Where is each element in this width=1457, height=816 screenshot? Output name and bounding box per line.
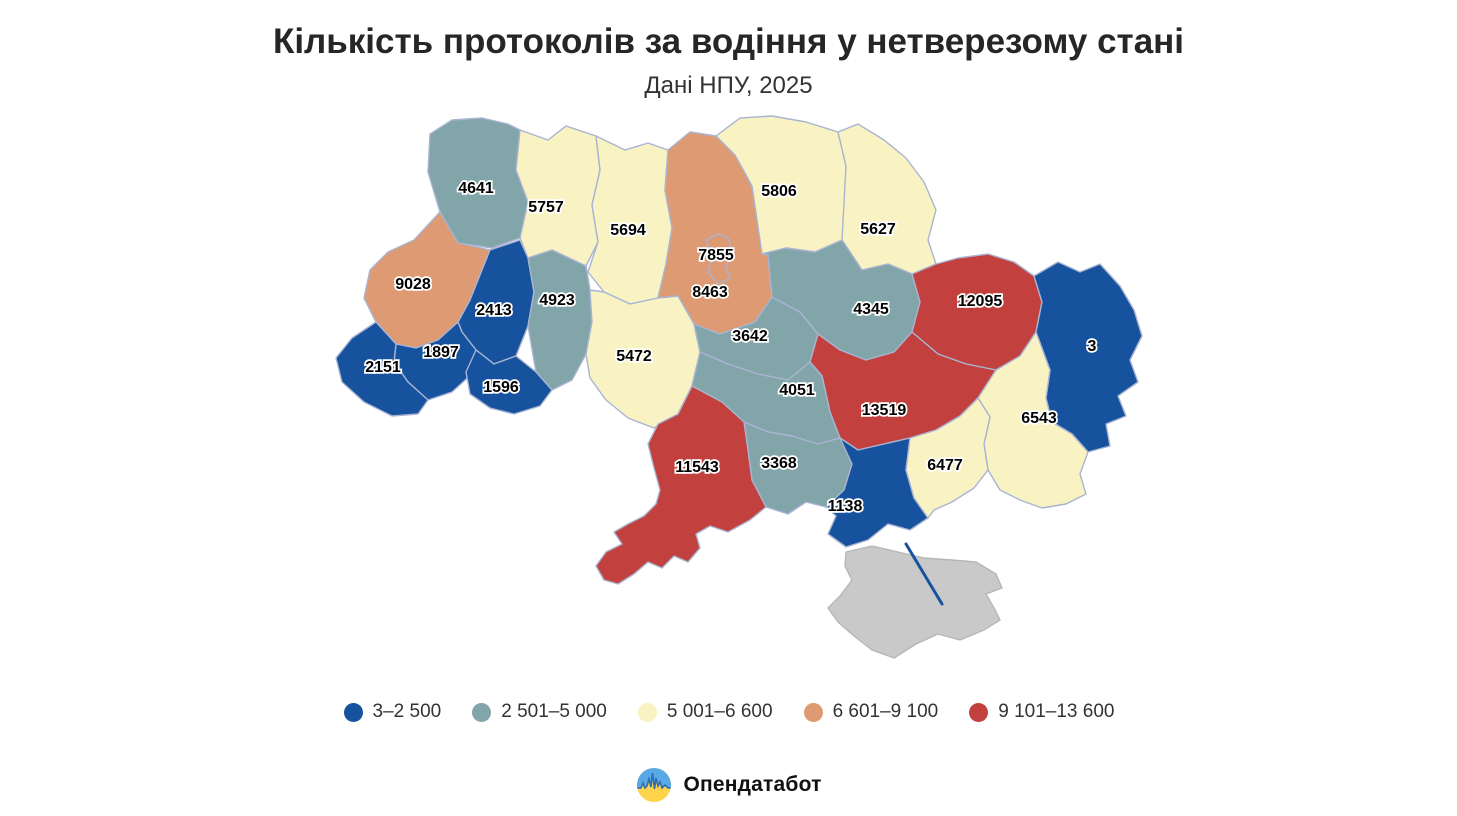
legend-swatch-bin3 [637,702,657,722]
legend-swatch-bin1 [343,702,363,722]
legend-label-bin4: 6 601–9 100 [832,701,939,722]
region-sumy[interactable] [837,123,937,275]
region-zhytomyr[interactable] [587,135,673,305]
value-label-luhansk: 3 [1088,338,1097,355]
region-zakarpattia[interactable] [335,321,429,417]
page-subtitle: Дані НПУ, 2025 [644,72,813,99]
brand-name: Опендатабот [683,773,822,796]
value-label-rivne: 5757 [528,199,564,216]
value-label-zaporizhzhia: 6477 [927,457,963,474]
legend-item-bin3: 5 001–6 600 [637,701,773,723]
value-label-dnipropetrovsk: 13519 [862,402,907,419]
value-label-ivano-frankivsk: 1897 [423,344,459,361]
value-label-kherson: 1138 [828,498,863,515]
value-label-zakarpattia: 2151 [365,359,401,376]
value-label-cherkasy: 3642 [732,328,768,345]
value-label-kyiv-oblast: 8463 [692,284,728,301]
legend-label-bin1: 3–2 500 [372,701,442,722]
value-label-kharkiv: 12095 [958,293,1003,310]
value-label-sumy: 5627 [860,221,896,238]
brand-footer: Опендатабот [0,766,1457,804]
region-kherson[interactable] [825,437,929,548]
value-label-poltava: 4345 [853,301,889,318]
region-rivne[interactable] [515,125,601,267]
value-label-khmelnytskyi: 4923 [539,292,575,309]
legend-item-bin4: 6 601–9 100 [803,701,939,723]
value-label-volyn: 4641 [458,180,494,197]
value-label-kyiv-city: 7855 [698,247,734,264]
legend-label-bin3: 5 001–6 600 [666,701,773,722]
legend-item-bin5: 9 101–13 600 [968,701,1114,723]
region-odesa[interactable] [595,385,767,585]
region-khmelnytskyi[interactable] [527,249,593,391]
region-zaporizhzhia[interactable] [905,397,991,519]
region-chernivtsi[interactable] [465,349,553,415]
legend-label-bin5: 9 101–13 600 [998,701,1115,722]
legend-swatch-bin4 [803,702,823,722]
value-label-ternopil: 2413 [476,302,512,319]
page-title: Кількість протоколів за водіння у нетвер… [272,22,1185,61]
legend-swatch-bin2 [472,702,492,722]
value-label-mykolaiv: 3368 [761,455,797,472]
value-label-kirovohrad: 4051 [779,382,815,399]
value-label-donetsk: 6543 [1021,410,1057,427]
legend-swatch-bin5 [969,702,989,722]
value-label-odesa: 11543 [675,459,719,476]
value-label-lviv: 9028 [395,276,431,293]
legend-item-bin2: 2 501–5 000 [471,701,607,723]
value-label-vinnytsia: 5472 [616,348,652,365]
region-kyiv-city[interactable] [705,233,733,285]
arabat-spit [904,542,944,606]
region-crimea [827,545,1003,659]
opendatabot-logo-icon [637,768,672,802]
value-label-zhytomyr: 5694 [610,222,646,239]
legend: 3–2 500 2 501–5 000 5 001–6 600 6 601–9 … [0,701,1457,723]
value-label-chernihiv: 5806 [761,183,797,200]
legend-label-bin2: 2 501–5 000 [501,701,607,722]
value-label-chernivtsi: 1596 [483,379,519,396]
legend-item-bin1: 3–2 500 [343,701,442,723]
